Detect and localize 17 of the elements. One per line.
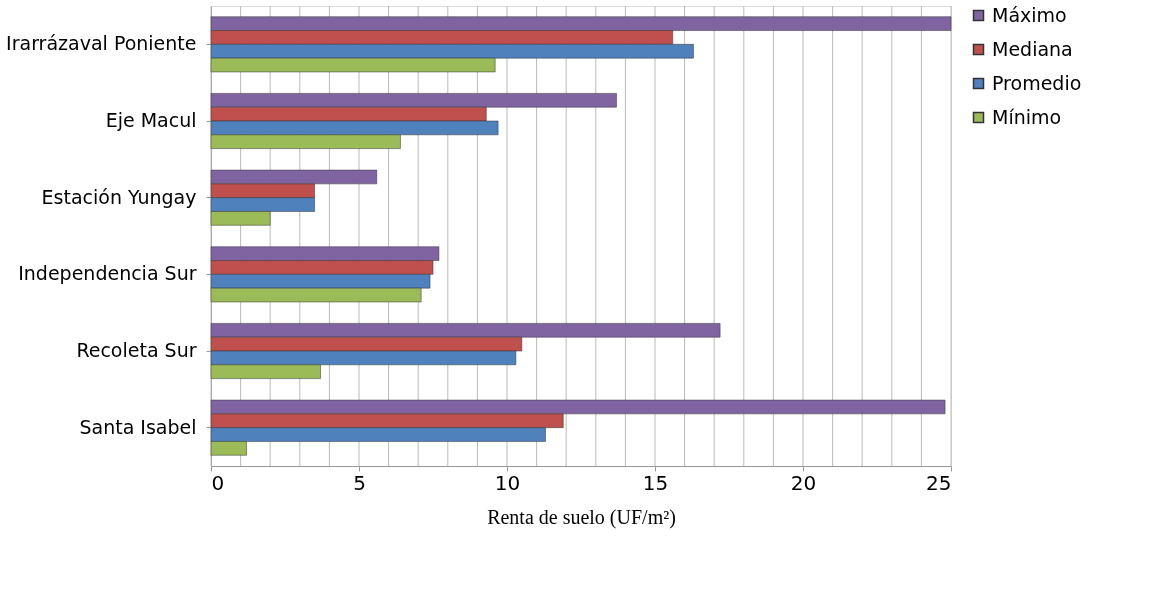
x-axis-title: Renta de suelo (UF/m²) xyxy=(487,505,676,529)
x-tick-label: 0 xyxy=(211,470,225,495)
x-tick-label: 15 xyxy=(642,470,669,495)
x-tick-label: 5 xyxy=(353,470,366,495)
y-tick-label: Independencia Sur xyxy=(18,262,197,285)
y-tick-label: Santa Isabel xyxy=(79,415,197,438)
y-tick-label: Eje Macul xyxy=(105,109,197,131)
x-tick-label: 25 xyxy=(926,470,952,495)
x-tick-label: 20 xyxy=(790,470,817,495)
y-tick-label: Irarrázaval Poniente xyxy=(6,32,197,55)
legend-label: Máximo xyxy=(992,3,1067,26)
legend-label: Promedio xyxy=(992,71,1082,94)
legend-label: Mínimo xyxy=(992,105,1062,128)
x-tick-label: 10 xyxy=(494,470,521,495)
legend-label: Mediana xyxy=(992,37,1073,60)
y-tick-label: Recoleta Sur xyxy=(76,339,197,361)
y-tick-label: Estación Yungay xyxy=(41,185,197,208)
